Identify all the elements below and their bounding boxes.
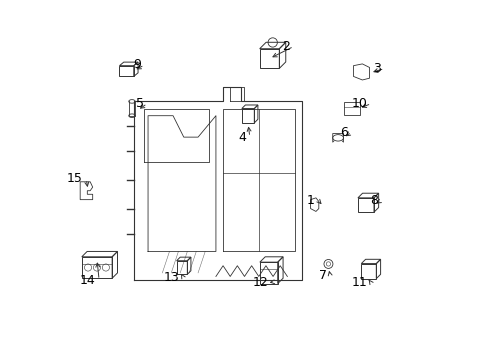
Bar: [81, 257, 112, 278]
Text: 5: 5: [136, 97, 143, 110]
Text: 10: 10: [351, 97, 367, 110]
Text: 3: 3: [372, 62, 380, 75]
Text: 4: 4: [238, 131, 246, 144]
Text: 7: 7: [318, 269, 326, 282]
Text: 8: 8: [369, 194, 377, 207]
Bar: [343, 102, 359, 115]
Text: 6: 6: [340, 126, 347, 139]
Text: 11: 11: [350, 276, 366, 289]
Bar: [361, 264, 376, 279]
Text: 13: 13: [163, 271, 179, 284]
Bar: [357, 198, 373, 212]
Text: 1: 1: [306, 194, 314, 207]
Text: 14: 14: [80, 274, 95, 287]
Bar: [119, 66, 134, 76]
Bar: [176, 261, 187, 274]
Text: 12: 12: [252, 276, 268, 289]
Bar: [242, 109, 254, 123]
Text: 2: 2: [282, 40, 290, 53]
Bar: [259, 49, 279, 68]
Bar: [259, 262, 277, 284]
Text: 15: 15: [67, 172, 82, 185]
Text: 9: 9: [133, 58, 141, 72]
